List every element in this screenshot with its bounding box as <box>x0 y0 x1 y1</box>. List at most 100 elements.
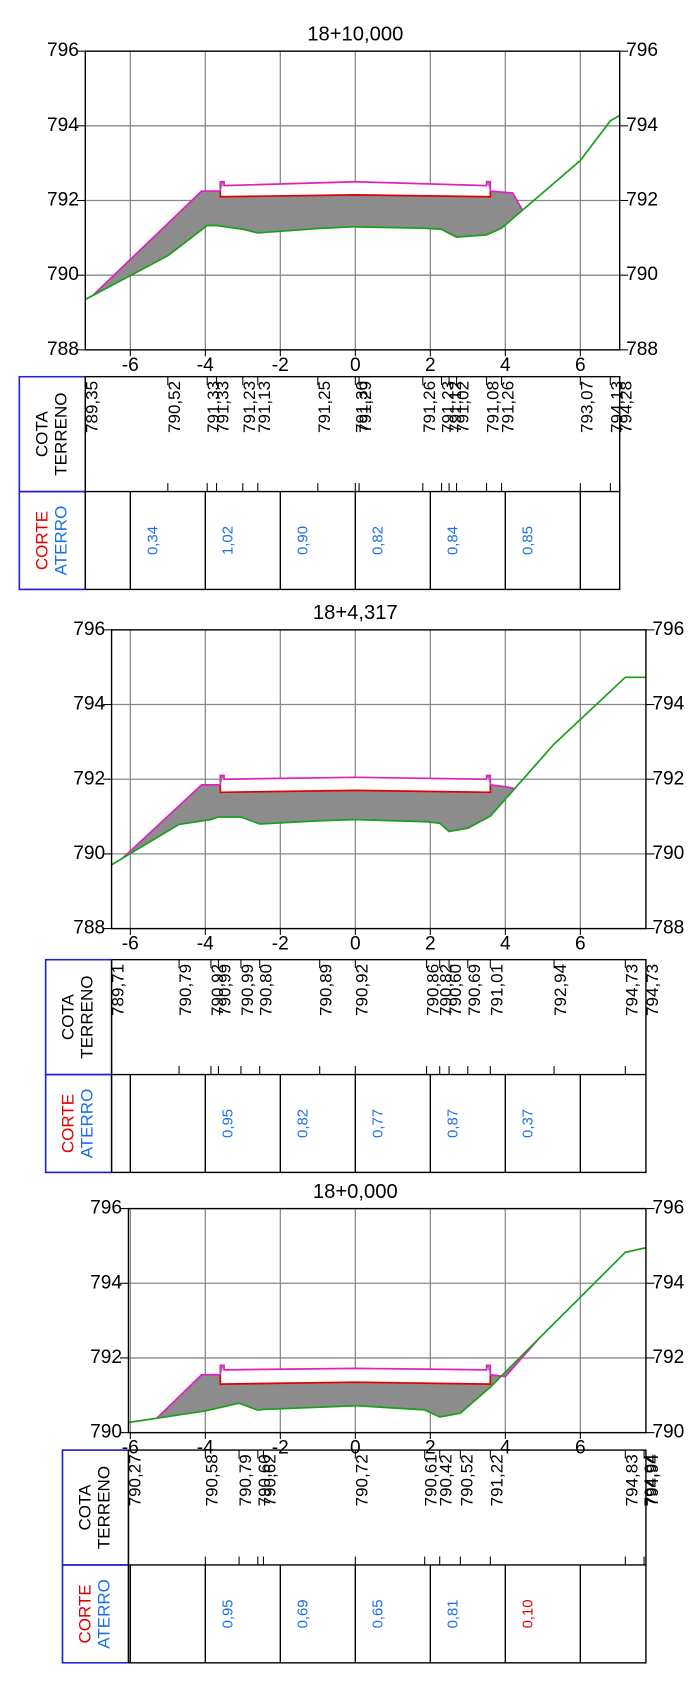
y-tick-label: 792 <box>626 190 658 211</box>
terrain-elevation: 790,92 <box>352 964 371 1016</box>
x-tick-label: 2 <box>425 355 436 376</box>
terrain-elevation: 791,23 <box>240 381 259 433</box>
x-tick-label: 4 <box>500 1438 511 1459</box>
terrain-elevation: 790,72 <box>352 1454 371 1506</box>
subgrade-line <box>219 784 492 794</box>
terrain-elevation: 791,13 <box>255 381 274 433</box>
terrain-elevation: 791,33 <box>204 381 223 433</box>
x-tick-label: 2 <box>425 1438 436 1459</box>
terrain-elevation: 791,33 <box>214 381 233 433</box>
terrain-elevation: 790,92 <box>208 964 227 1016</box>
y-tick-label: 790 <box>47 264 79 285</box>
plot-frame <box>110 629 647 930</box>
x-tick-label: 4 <box>500 355 511 376</box>
terrain-line <box>84 114 621 301</box>
row-label: COTA <box>59 993 78 1040</box>
row-label: TERRENO <box>51 393 70 476</box>
row-label: ATERRO <box>78 1089 97 1159</box>
y-tick-label: 794 <box>626 115 658 136</box>
terrain-elevation: 790,69 <box>465 964 484 1016</box>
terrain-elevation: 794,28 <box>617 381 636 433</box>
x-tick-label: -6 <box>122 1438 139 1459</box>
area-value: 1,02 <box>221 526 237 555</box>
terrain-elevation: 791,25 <box>315 381 334 433</box>
area-value: 0,81 <box>446 1599 462 1628</box>
terrain-elevation: 790,60 <box>255 1454 274 1506</box>
y-tick-label: 792 <box>652 1347 684 1368</box>
y-tick-label: 794 <box>652 1272 684 1293</box>
terrain-elevation: 791,26 <box>499 381 518 433</box>
terrain-elevation: 791,01 <box>487 964 506 1016</box>
area-value: 0,90 <box>296 526 312 555</box>
row-label: COTA <box>75 1484 94 1531</box>
area-value: 0,69 <box>296 1599 312 1628</box>
x-tick-label: 6 <box>575 1438 586 1459</box>
terrain-elevation: 790,89 <box>317 964 336 1016</box>
pavement-box <box>220 181 491 197</box>
x-tick-label: 4 <box>500 934 511 955</box>
design-line <box>122 774 515 859</box>
row-label: CORTE <box>32 511 51 570</box>
y-tick-label: 794 <box>47 115 79 136</box>
x-tick-label: -2 <box>272 934 289 955</box>
y-tick-label: 796 <box>47 40 79 61</box>
terrain-line <box>128 1247 646 1424</box>
y-tick-label: 790 <box>652 843 684 864</box>
chart-title: 18+10,000 <box>307 24 403 46</box>
terrain-elevation: 790,60 <box>446 964 465 1016</box>
pavement-box <box>220 775 491 793</box>
y-tick-label: 790 <box>73 843 105 864</box>
terrain-elevation: 794,73 <box>643 964 662 1016</box>
y-tick-label: 794 <box>73 694 105 715</box>
x-tick-label: 2 <box>425 934 436 955</box>
terrain-elevation: 790,52 <box>165 381 184 433</box>
y-tick-label: 790 <box>626 264 658 285</box>
x-tick-label: -6 <box>122 934 139 955</box>
y-tick-label: 790 <box>652 1422 684 1443</box>
terrain-elevation: 790,79 <box>236 1454 255 1506</box>
y-tick-label: 788 <box>47 339 79 360</box>
terrain-elevation: 792,94 <box>551 964 570 1016</box>
terrain-elevation: 791,22 <box>487 1454 506 1506</box>
terrain-elevation: 791,29 <box>356 381 375 433</box>
terrain-elevation: 794,13 <box>607 381 626 433</box>
row-label: ATERRO <box>95 1579 114 1649</box>
fill-area <box>92 181 523 296</box>
terrain-elevation: 790,86 <box>424 964 443 1016</box>
x-tick-label: 0 <box>350 1438 361 1459</box>
y-tick-label: 792 <box>90 1347 122 1368</box>
terrain-elevation: 789,71 <box>109 964 128 1016</box>
y-tick-label: 796 <box>90 1198 122 1219</box>
terrain-elevation: 794,94 <box>643 1454 662 1506</box>
row-label: TERRENO <box>95 1466 114 1549</box>
terrain-elevation: 790,80 <box>257 964 276 1016</box>
x-tick-label: -4 <box>197 934 214 955</box>
area-value: 0,10 <box>521 1599 537 1628</box>
terrain-elevation: 790,99 <box>215 964 234 1016</box>
chart-title: 18+4,317 <box>313 602 398 624</box>
area-value: 0,85 <box>521 526 537 555</box>
y-tick-label: 788 <box>626 339 658 360</box>
y-tick-label: 792 <box>652 768 684 789</box>
x-tick-label: 6 <box>575 355 586 376</box>
terrain-elevation: 790,58 <box>202 1454 221 1506</box>
y-tick-label: 796 <box>652 619 684 640</box>
y-tick-label: 796 <box>626 40 658 61</box>
row-label: ATERRO <box>51 506 70 576</box>
terrain-line <box>111 676 646 866</box>
terrain-elevation: 791,23 <box>439 381 458 433</box>
terrain-elevation: 790,82 <box>437 964 456 1016</box>
area-value: 0,77 <box>371 1109 387 1138</box>
fill-area <box>122 775 515 859</box>
terrain-elevation: 791,30 <box>352 381 371 433</box>
plot-frame <box>127 1207 647 1434</box>
design-line <box>92 180 523 297</box>
terrain-elevation: 790,27 <box>125 1454 144 1506</box>
subgrade-line <box>219 191 492 198</box>
terrain-elevation: 791,26 <box>420 381 439 433</box>
y-tick-label: 792 <box>73 768 105 789</box>
y-tick-label: 796 <box>652 1198 684 1219</box>
area-value: 0,82 <box>296 1109 312 1138</box>
area-value: 0,84 <box>446 526 462 555</box>
terrain-elevation: 790,42 <box>437 1454 456 1506</box>
